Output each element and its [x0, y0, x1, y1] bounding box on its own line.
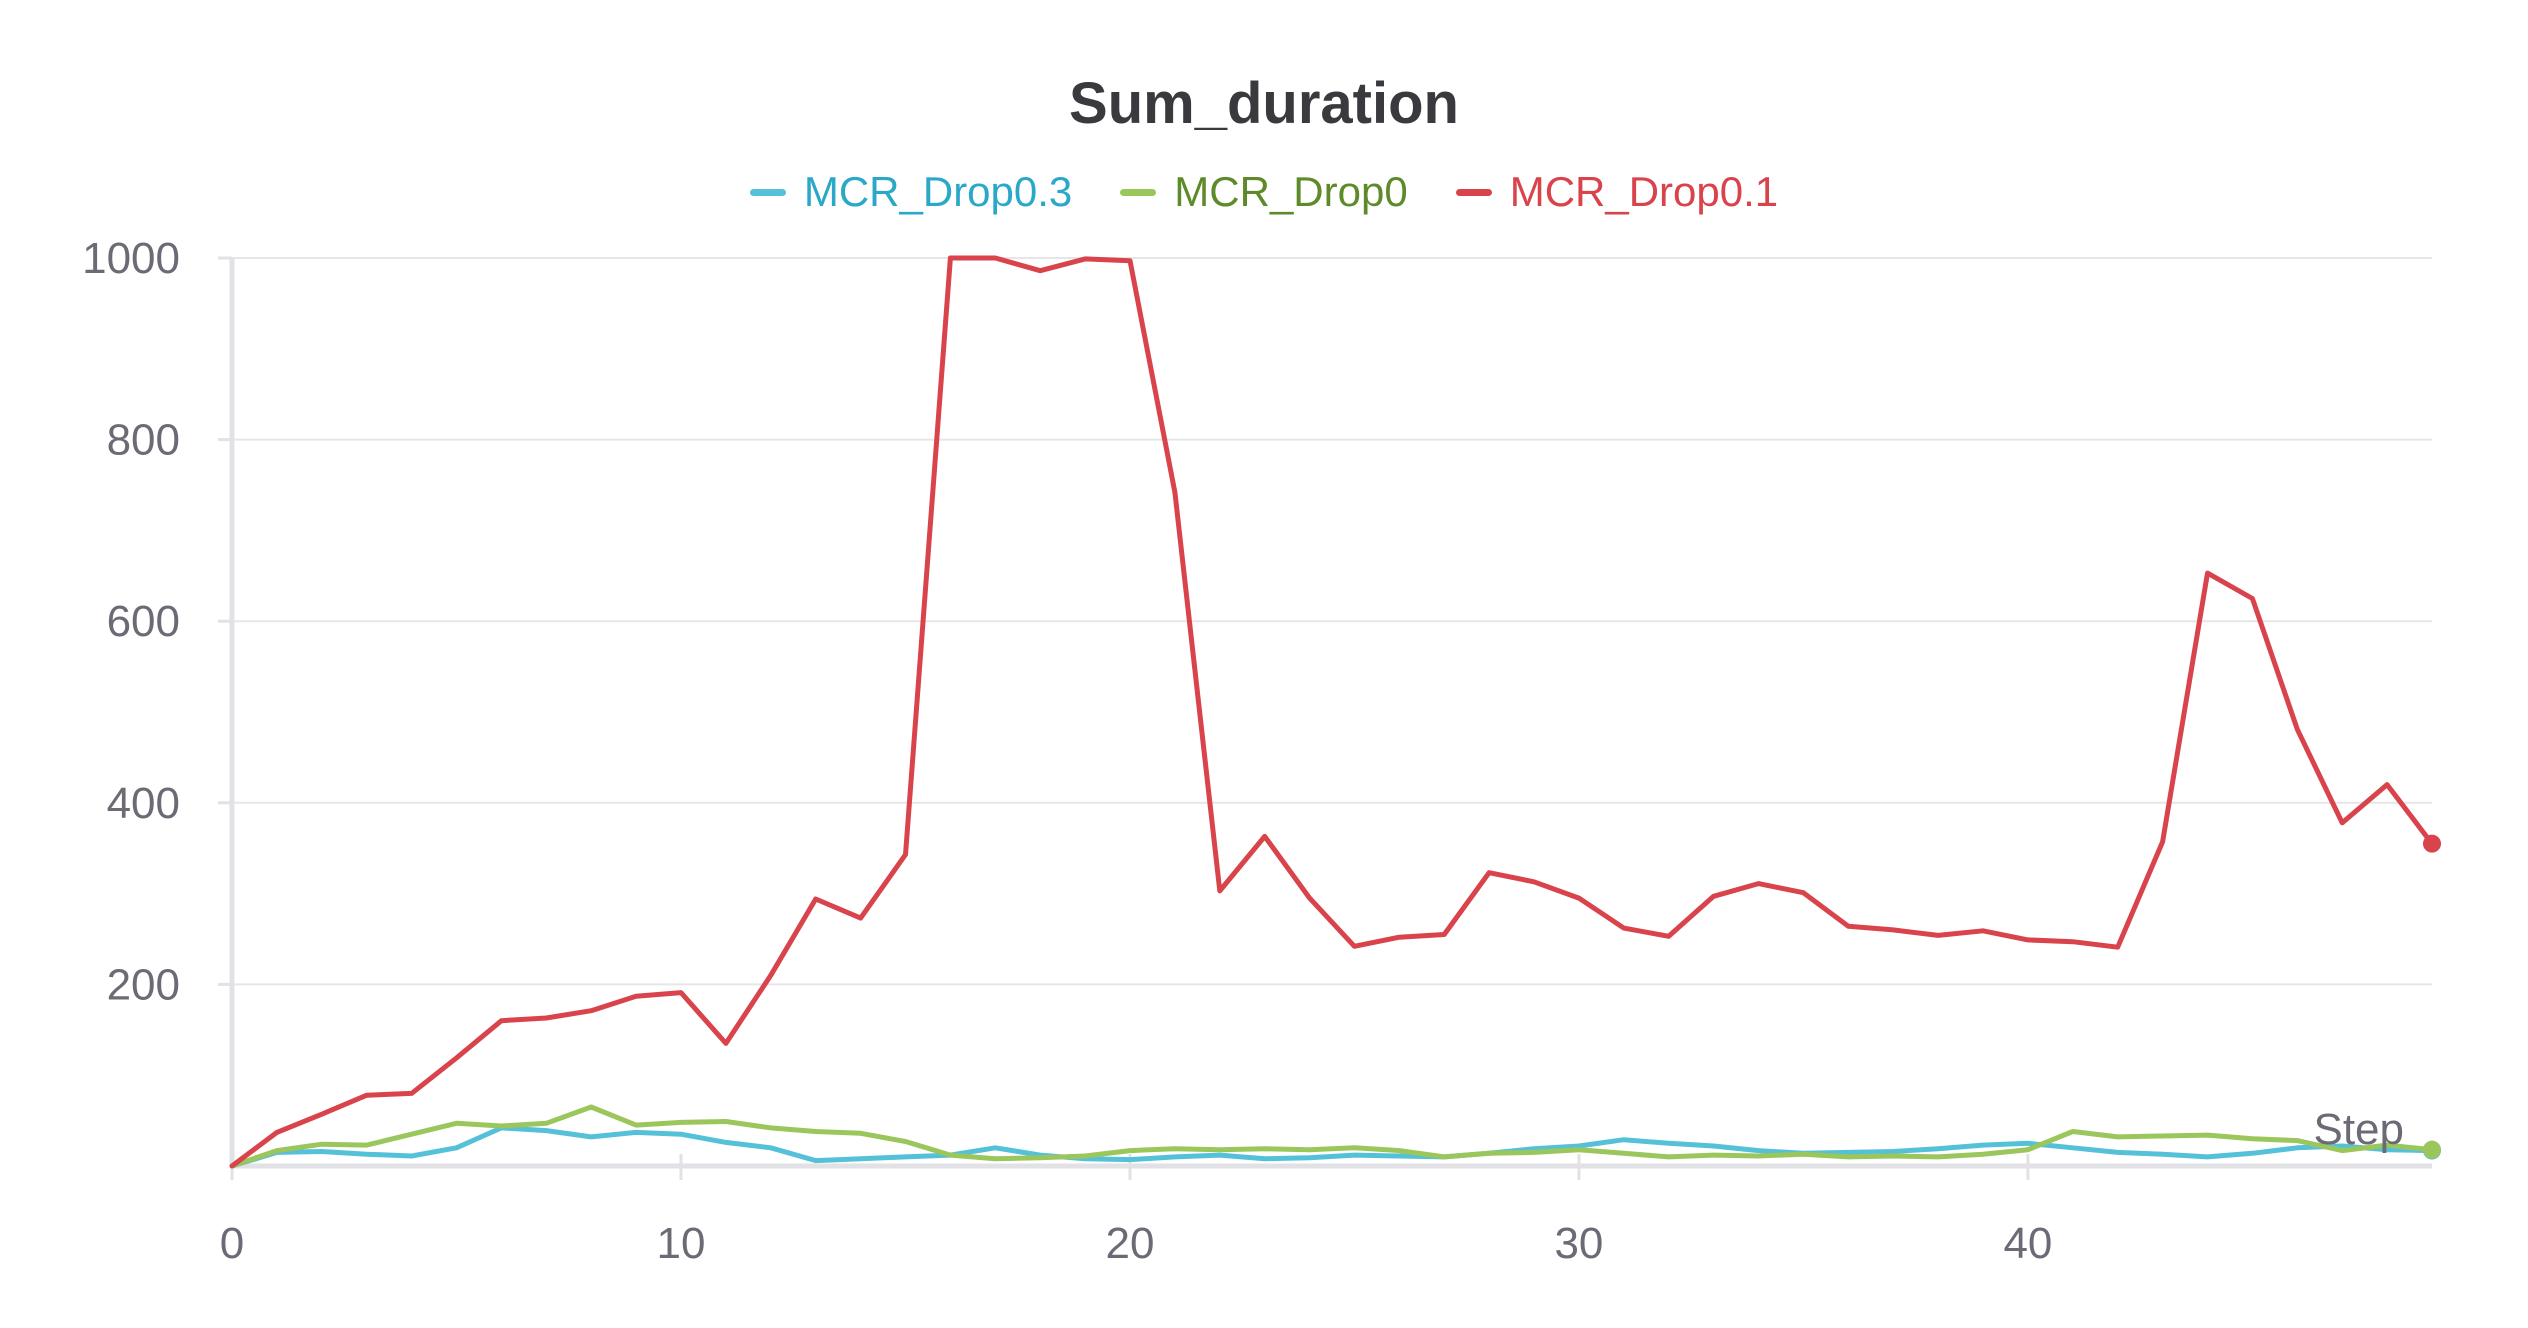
legend-swatch [749, 188, 786, 196]
y-tick-label: 1000 [82, 234, 180, 283]
y-tick-label: 200 [107, 960, 180, 1009]
series-line-mcr-drop0[interactable] [229, 1104, 2435, 1169]
series-line-mcr-drop0-1[interactable] [229, 255, 2435, 1169]
series-end-marker[interactable] [2423, 834, 2441, 853]
legend-item-mcr-drop0-1[interactable]: MCR_Drop0.1 [1455, 168, 1779, 216]
series-line-mcr-drop0-3[interactable] [229, 1125, 2435, 1169]
y-tick-label: 400 [107, 779, 180, 828]
legend-swatch [1455, 188, 1492, 196]
legend-label: MCR_Drop0 [1174, 168, 1408, 215]
x-tick-label: 10 [657, 1219, 706, 1268]
x-tick-label: 30 [1554, 1219, 1603, 1268]
legend-item-mcr-drop0-3[interactable]: MCR_Drop0.3 [749, 168, 1073, 216]
legend-item-mcr-drop0[interactable]: MCR_Drop0 [1120, 168, 1408, 216]
series-layer [229, 255, 2441, 1169]
grid-layer [232, 257, 2432, 986]
legend-swatch [1120, 188, 1157, 196]
series-end-marker[interactable] [2423, 1140, 2441, 1159]
legend: MCR_Drop0.3 MCR_Drop0 MCR_Drop0.1 [0, 168, 2528, 216]
x-tick-label: 20 [1105, 1219, 1154, 1268]
x-tick-label: 0 [220, 1219, 244, 1268]
y-tick-label: 800 [107, 416, 180, 465]
legend-label: MCR_Drop0.1 [1509, 168, 1779, 215]
chart-title: Sum_duration [1069, 71, 1459, 136]
x-axis-label: Step [2313, 1105, 2404, 1154]
legend-label: MCR_Drop0.3 [803, 168, 1073, 215]
axis-layer: 200 400 600 800 1000 0 10 20 30 40 [82, 234, 2432, 1268]
y-tick-label: 600 [107, 597, 180, 646]
x-tick-label: 40 [2003, 1219, 2052, 1268]
